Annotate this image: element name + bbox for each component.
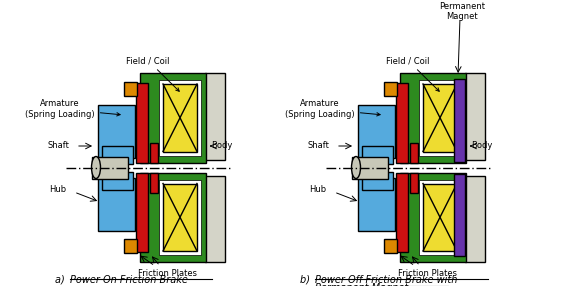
Bar (362, 146, 393, 164)
Bar (102, 146, 133, 164)
Bar (419, 180, 461, 255)
Bar (396, 172, 408, 252)
Bar (400, 172, 466, 262)
Text: Hub: Hub (50, 186, 67, 194)
Bar (358, 104, 395, 158)
Text: Hub: Hub (309, 186, 327, 194)
Text: Permanent Magnet: Permanent Magnet (315, 283, 408, 286)
Text: Body: Body (471, 142, 492, 150)
Text: Field / Coil: Field / Coil (126, 56, 179, 91)
Bar (136, 83, 148, 162)
Text: Power Off Friction Brake with: Power Off Friction Brake with (315, 275, 457, 285)
Bar (454, 79, 465, 162)
Bar (150, 142, 158, 162)
Bar (410, 172, 418, 192)
Bar (362, 172, 393, 190)
Bar (150, 172, 158, 192)
Bar (98, 104, 135, 158)
Bar (358, 178, 395, 231)
Text: Armature
(Spring Loading): Armature (Spring Loading) (25, 99, 120, 119)
Bar (140, 73, 206, 162)
Text: Friction Plates: Friction Plates (138, 269, 198, 278)
Bar (454, 174, 465, 256)
Bar (396, 83, 408, 162)
Bar (419, 80, 461, 156)
Text: b): b) (300, 275, 316, 285)
Bar (384, 239, 397, 253)
Bar (410, 142, 418, 162)
Bar (124, 82, 137, 96)
Text: Field / Coil: Field / Coil (386, 56, 439, 91)
Bar (136, 172, 148, 252)
Text: Permanent
Magnet: Permanent Magnet (439, 2, 485, 21)
Bar (159, 80, 201, 156)
Bar (140, 172, 206, 262)
Bar (163, 184, 197, 251)
Bar (465, 73, 485, 160)
Text: Armature
(Spring Loading): Armature (Spring Loading) (285, 99, 380, 119)
Ellipse shape (92, 156, 100, 178)
Text: Body: Body (211, 142, 233, 150)
Bar (423, 184, 457, 251)
Text: Shaft: Shaft (307, 142, 329, 150)
Text: Power On Friction Brake: Power On Friction Brake (70, 275, 188, 285)
Bar (163, 84, 197, 152)
Bar (98, 178, 135, 231)
Bar (159, 180, 201, 255)
Bar (352, 156, 388, 178)
Bar (205, 176, 225, 262)
Text: Friction Plates: Friction Plates (399, 269, 457, 278)
Text: Shaft: Shaft (47, 142, 69, 150)
Ellipse shape (351, 156, 361, 178)
Bar (400, 73, 466, 162)
Bar (465, 176, 485, 262)
Text: a): a) (55, 275, 71, 285)
Bar (423, 84, 457, 152)
Bar (92, 156, 128, 178)
Bar (205, 73, 225, 160)
Bar (124, 239, 137, 253)
Bar (102, 172, 133, 190)
Bar (384, 82, 397, 96)
